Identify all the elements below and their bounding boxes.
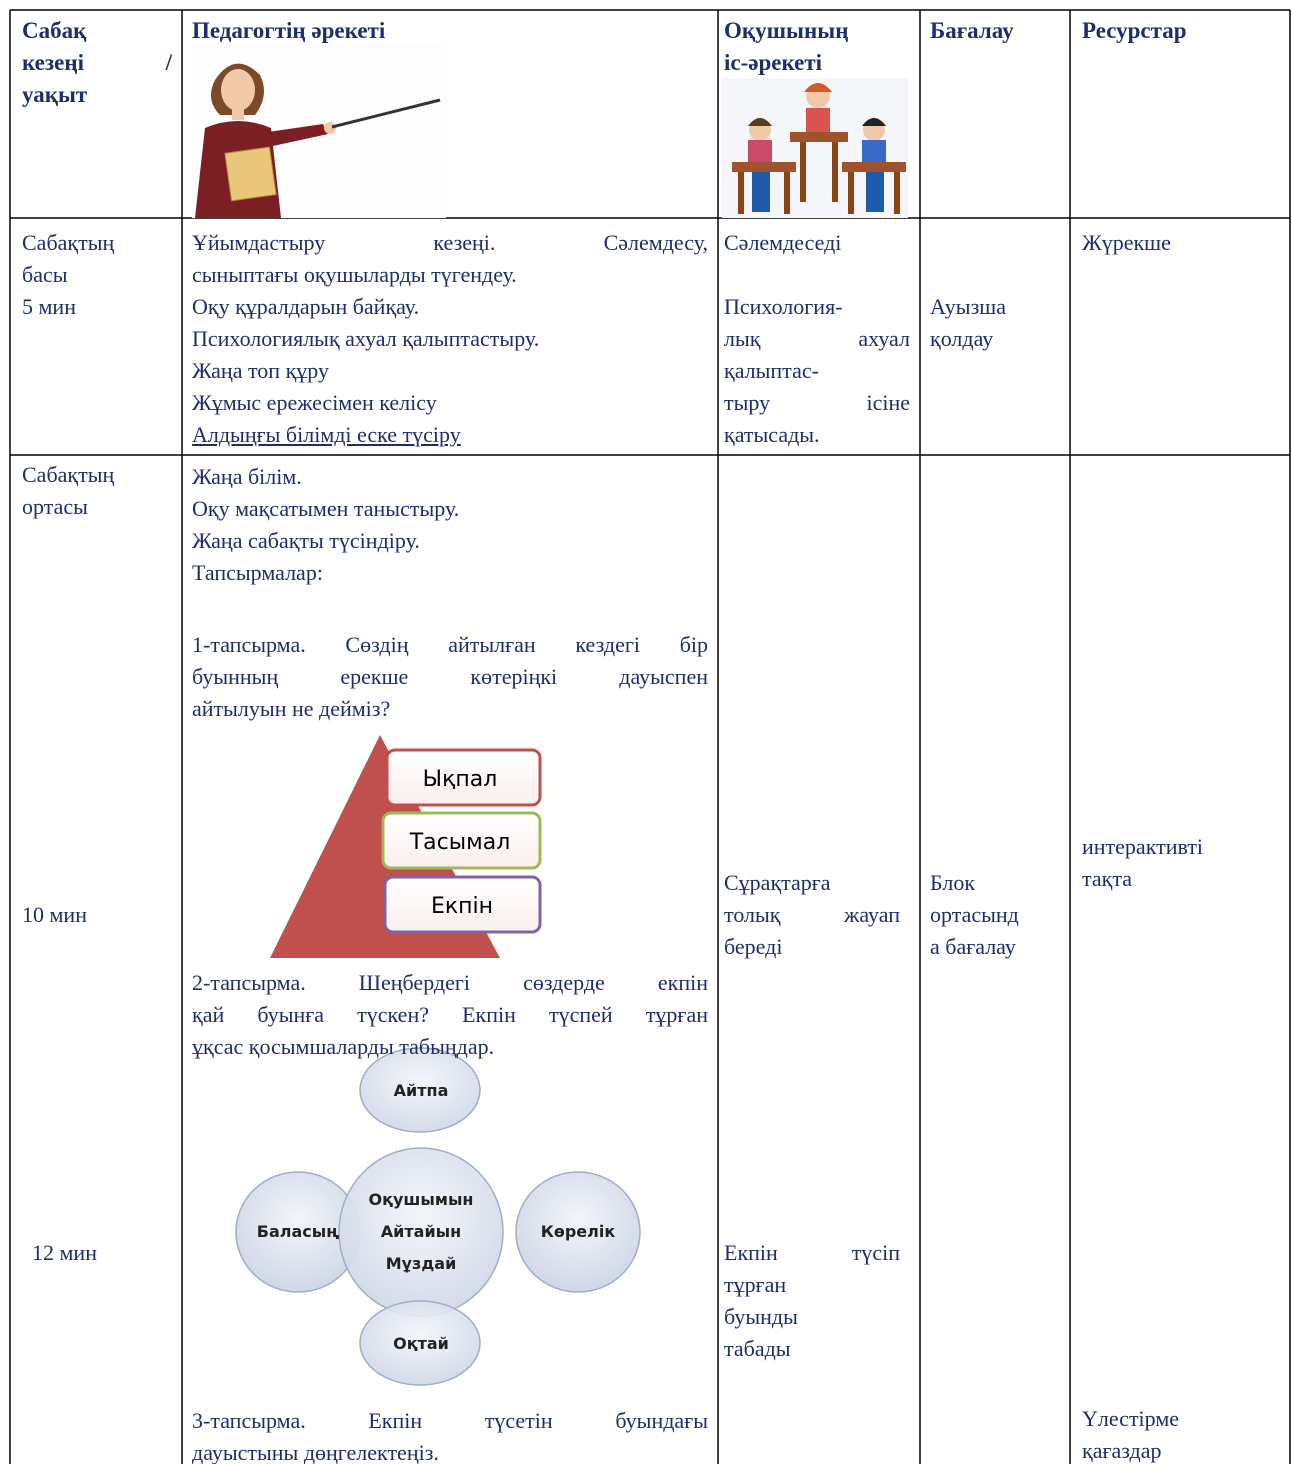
cell-text: қай буынға түскен? Екпін түспей тұрған bbox=[192, 1002, 708, 1027]
cell-text: айтылуын не дейміз? bbox=[192, 696, 391, 721]
cell-text: 10 мин bbox=[22, 902, 87, 927]
circle bbox=[359, 1300, 481, 1386]
cell-text: іс-әрекеті bbox=[724, 50, 823, 75]
cell-text: сыныптағы оқушыларды түгендеу. bbox=[192, 262, 517, 287]
cell-text: қағаздар bbox=[1082, 1438, 1162, 1463]
pyramid-label: Екпін bbox=[431, 894, 493, 919]
cell-text: Алдыңғы білімді еске түсіру bbox=[192, 422, 461, 447]
cell-text: Бағалау bbox=[930, 18, 1014, 43]
cell-text: береді bbox=[724, 934, 783, 959]
cell-text: Үлестірме bbox=[1082, 1406, 1180, 1431]
cell-text: тұрған bbox=[724, 1272, 787, 1297]
cell-text: табады bbox=[724, 1336, 791, 1361]
cell-text: Педагогтің әрекеті bbox=[192, 18, 386, 43]
circle-diagram: Айтпа Оқушымын Айтайын Мұздай Баласың Кө… bbox=[235, 1047, 641, 1386]
cell-text: Жаңа білім. bbox=[192, 464, 302, 489]
cell-text: ұқсас қосымшаларды табыңдар. bbox=[192, 1034, 495, 1059]
cell-text: Оқу құралдарын байқау. bbox=[192, 294, 420, 319]
circle-label: Көрелік bbox=[541, 1222, 616, 1241]
cell-text: қолдау bbox=[930, 326, 994, 351]
cell-text: уақыт bbox=[22, 82, 88, 107]
pyramid-box bbox=[385, 748, 542, 807]
cell-text: Сабақтың bbox=[22, 230, 115, 255]
cell-text: Ұйымдастыру кезеңі. Сәлемдесу, bbox=[192, 230, 708, 255]
cell-text: 3-тапсырма. Екпін түсетін буындағы bbox=[192, 1408, 708, 1433]
cell-text: а бағалау bbox=[930, 934, 1016, 959]
cell-text: кезеңі / bbox=[22, 50, 172, 75]
teacher-image bbox=[192, 45, 446, 218]
cell-text: Ауызша bbox=[930, 294, 1006, 319]
cell-text: дауыстыны дөңгелектеңіз. bbox=[192, 1440, 439, 1464]
cell-text: Психология- bbox=[724, 294, 843, 319]
circle-label: Айтайын bbox=[381, 1222, 461, 1241]
circle-label: Оқтай bbox=[393, 1334, 449, 1353]
cell-text: 2-тапсырма. Шеңбердегі сөздерде екпін bbox=[192, 970, 708, 995]
circle-label: Мұздай bbox=[386, 1254, 457, 1273]
cell-text: Тапсырмалар: bbox=[192, 560, 323, 585]
cell-text: 1-тапсырма. Сөздің айтылған кездегі бір bbox=[192, 632, 708, 657]
cell-text: 5 мин bbox=[22, 294, 76, 319]
cell-text: басы bbox=[22, 262, 68, 287]
cell-text: Жұмыс ережесімен келісу bbox=[192, 390, 437, 415]
cell-text: буынды bbox=[724, 1304, 798, 1329]
cell-text: Жаңа топ құру bbox=[192, 358, 329, 383]
cell-text: интерактивті bbox=[1082, 834, 1204, 859]
cell-text: Сабақ bbox=[22, 18, 87, 43]
cell-text: Сабақтың bbox=[22, 462, 115, 487]
cell-text: ортасы bbox=[22, 494, 88, 519]
circle-label: Оқушымын bbox=[369, 1190, 474, 1209]
pyramid-box bbox=[381, 811, 542, 870]
cell-text: Оқушының bbox=[724, 18, 849, 43]
cell-text: тақта bbox=[1082, 866, 1132, 891]
cell-text: Ресурстар bbox=[1082, 18, 1187, 43]
cell-text: Блок bbox=[930, 870, 976, 895]
pyramid-label: Ықпал bbox=[423, 767, 498, 792]
cell-text: қатысады. bbox=[724, 422, 820, 447]
cell-text: 12 мин bbox=[32, 1240, 97, 1265]
cell-text: ортасынд bbox=[930, 902, 1019, 927]
cell-text: толық жауап bbox=[724, 902, 900, 927]
circle-label: Баласың bbox=[257, 1222, 339, 1241]
pyramid-label: Тасымал bbox=[409, 830, 511, 855]
cell-text: Екпін түсіп bbox=[724, 1240, 900, 1265]
cell-text: буынның ерекше көтеріңкі дауыспен bbox=[192, 664, 708, 689]
cell-text: Жаңа сабақты түсіндіру. bbox=[192, 528, 420, 553]
cell-text: Психологиялық ахуал қалыптастыру. bbox=[192, 326, 540, 351]
cell-text: Сәлемдеседі bbox=[724, 230, 842, 255]
students-image bbox=[722, 78, 908, 218]
cell-text: Жүрекше bbox=[1082, 230, 1171, 255]
circle bbox=[359, 1047, 481, 1133]
cell-text: Сұрақтарға bbox=[724, 870, 831, 895]
circle bbox=[515, 1171, 641, 1293]
cell-text: лық ахуал bbox=[724, 326, 910, 351]
cell-text: тыру ісіне bbox=[724, 390, 910, 415]
cell-text: Оқу мақсатымен таныстыру. bbox=[192, 496, 460, 521]
pyramid-box bbox=[383, 875, 542, 934]
pyramid-diagram: Ықпал Тасымал Екпін bbox=[270, 735, 542, 958]
cell-text: қалыптас- bbox=[724, 358, 819, 383]
circle-label: Айтпа bbox=[394, 1081, 449, 1100]
